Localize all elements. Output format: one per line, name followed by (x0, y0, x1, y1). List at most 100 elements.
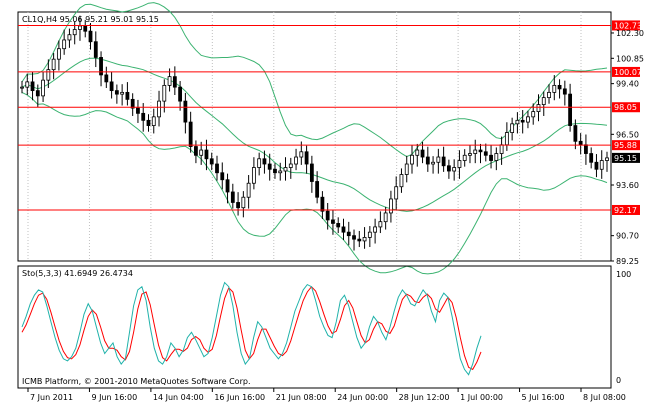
candle-body (157, 100, 161, 118)
time-axis-label: 28 Jun 12:00 (399, 393, 450, 402)
candle-body (457, 160, 462, 168)
bollinger-upper-line (21, 2, 608, 158)
candle-body (304, 151, 309, 165)
candle-body (526, 116, 530, 123)
candle-body (183, 100, 188, 123)
candle-body (489, 154, 493, 161)
candle-body (225, 179, 230, 193)
stochastic-axis: 100 0 (616, 270, 631, 385)
candle-body (220, 172, 225, 181)
candle-body (547, 91, 551, 99)
candle-body (130, 98, 135, 109)
candle-body (383, 212, 388, 223)
price-axis-label: 90.70 (616, 232, 639, 241)
candle-body (236, 202, 240, 209)
candle-body (557, 84, 562, 90)
price-level-label: 102.73 (614, 21, 642, 30)
candle-body (188, 121, 193, 147)
candle-body (230, 191, 235, 203)
candle-body (146, 119, 151, 126)
candle-body (41, 79, 45, 97)
candle-body (136, 107, 140, 114)
candle-body (315, 181, 320, 198)
candle-body (531, 111, 536, 118)
candle-body (257, 158, 262, 168)
candle-body (573, 125, 578, 142)
candle-body (605, 157, 609, 161)
candle-body (599, 160, 604, 170)
candle-body (35, 90, 40, 97)
candle-body (141, 112, 146, 121)
candle-body (452, 167, 457, 172)
candle-body (520, 119, 525, 123)
candle-body (67, 34, 72, 41)
candle-body (504, 132, 509, 146)
candle-body (83, 25, 88, 32)
price-axis-label: 93.60 (616, 181, 639, 190)
candle-body (109, 81, 114, 92)
candle-body (394, 186, 399, 200)
candle-body (415, 149, 420, 156)
price-panel-frame (17, 11, 612, 262)
candle-body (246, 182, 251, 198)
time-axis-label: 21 Jun 08:00 (276, 393, 327, 402)
price-level-label: 100.07 (614, 68, 642, 77)
candle-body (278, 170, 283, 174)
candle-body (114, 90, 119, 95)
candle-body (410, 154, 414, 165)
price-level-label: 92.17 (614, 206, 637, 215)
price-level-label: 95.88 (614, 141, 637, 150)
candle-body (594, 161, 599, 170)
stochastic-lines (21, 281, 482, 376)
candle-body (215, 163, 219, 174)
candle-body (88, 30, 93, 43)
price-axis-label: 99.40 (616, 80, 639, 89)
candle-body (325, 210, 330, 221)
candle-body (483, 151, 488, 156)
candle-body (446, 165, 451, 172)
candle-body (20, 86, 24, 89)
candle-body (120, 91, 125, 95)
price-candles (20, 15, 609, 251)
time-axis: 7 Jun 2011 9 Jun 16:00 14 Jun 04:00 16 Jun … (27, 388, 626, 402)
candle-body (204, 149, 209, 160)
candle-body (273, 168, 277, 174)
candle-body (441, 156, 446, 167)
candle-body (568, 93, 573, 126)
candle-body (399, 174, 404, 188)
stochastic-panel[interactable]: 100 0 Sto(5,3,3) 41.6949 26.4734 ICMB Pla… (17, 265, 631, 389)
price-axis-label: 96.50 (616, 130, 639, 139)
candle-body (46, 69, 51, 81)
candle-body (99, 57, 103, 76)
price-level-label: 98.05 (614, 103, 637, 112)
horizontal-lines[interactable]: 102.73 100.07 98.05 95.88 92.17 (18, 20, 642, 215)
time-axis-label: 1 Jul 00:00 (460, 393, 503, 402)
candle-body (425, 156, 430, 165)
candle-body (125, 91, 130, 100)
price-axis: 102.30 100.85 99.40 96.50 93.60 90.70 89.25 95.… (611, 29, 644, 266)
time-axis-label: 14 Jun 04:00 (153, 393, 204, 402)
candle-body (552, 84, 557, 93)
candle-body (267, 163, 272, 170)
candle-body (51, 58, 56, 71)
price-level-tag (612, 204, 640, 215)
candle-body (473, 149, 478, 154)
candle-body (389, 198, 393, 214)
candle-body (93, 41, 98, 58)
candle-body (288, 163, 293, 168)
candle-body (172, 76, 177, 88)
price-panel[interactable]: 102.73 100.07 98.05 95.88 92.17 102.30 100.85… (17, 2, 644, 275)
price-axis-label: 102.30 (616, 29, 644, 38)
candle-body (320, 196, 325, 212)
bollinger-middle-line (21, 57, 608, 212)
candle-body (499, 144, 504, 154)
candle-body (209, 158, 214, 165)
price-grid (27, 12, 582, 261)
candle-body (589, 153, 594, 163)
time-axis-label: 8 Jul 08:00 (583, 393, 626, 402)
candle-body (199, 149, 204, 156)
candle-body (584, 144, 588, 154)
candle-body (262, 158, 267, 165)
